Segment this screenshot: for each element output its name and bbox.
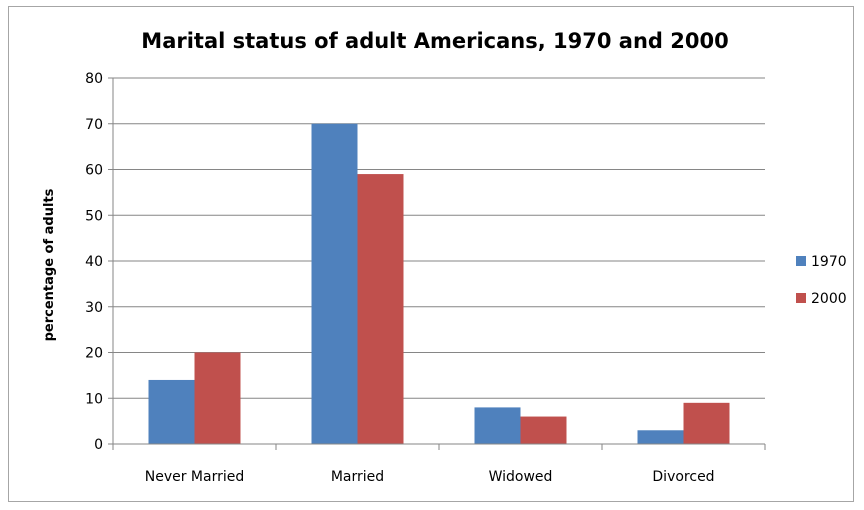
gridlines [113, 77, 765, 399]
bar-1970-2 [474, 407, 521, 444]
y-tick-label: 30 [85, 300, 103, 316]
legend: 1970 2000 [796, 254, 847, 307]
legend-swatch-2000 [796, 293, 806, 303]
y-tick-label: 70 [85, 117, 103, 133]
bar-2000-1 [357, 174, 404, 444]
x-tick-label: Widowed [489, 469, 553, 485]
bar-2000-3 [683, 402, 730, 444]
y-tick-label: 20 [85, 346, 103, 362]
legend-label: 2000 [811, 291, 847, 307]
bar-2000-2 [520, 416, 567, 444]
bars [148, 123, 730, 444]
x-axis [112, 78, 766, 450]
bar-1970-1 [311, 123, 358, 444]
y-tick-label: 60 [85, 163, 103, 179]
bar-1970-0 [148, 379, 195, 444]
y-axis-ticks: 0 10 20 30 40 50 60 70 80 [85, 71, 113, 453]
y-tick-label: 10 [85, 391, 103, 407]
bar-2000-0 [194, 352, 241, 444]
x-axis-ticks: Never Married Married Widowed Divorced [145, 469, 715, 485]
legend-swatch-1970 [796, 256, 806, 266]
y-tick-label: 0 [94, 437, 103, 453]
x-tick-label: Divorced [652, 469, 714, 485]
bar-1970-3 [637, 430, 684, 444]
legend-label: 1970 [811, 254, 847, 270]
y-tick-label: 50 [85, 208, 103, 224]
y-tick-label: 40 [85, 254, 103, 270]
x-tick-label: Never Married [145, 469, 245, 485]
y-tick-label: 80 [85, 71, 103, 87]
chart-title: Marital status of adult Americans, 1970 … [141, 29, 728, 53]
y-axis-label: percentage of adults [42, 188, 57, 341]
x-tick-label: Married [331, 469, 384, 485]
